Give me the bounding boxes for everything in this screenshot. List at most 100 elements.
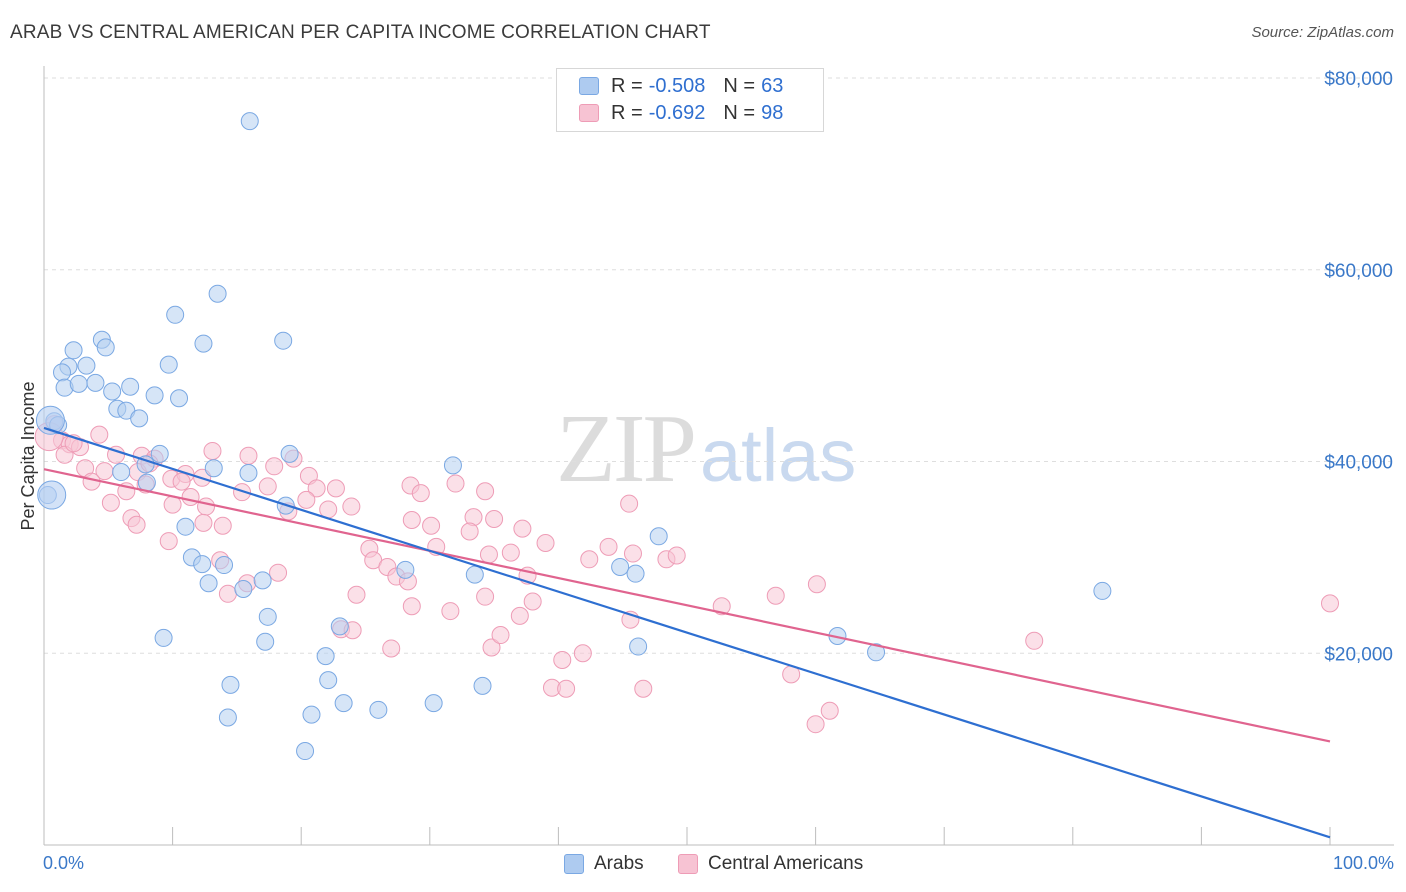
arab-point [77, 356, 96, 375]
central-point [557, 679, 576, 698]
legend-row-central: R = -0.692 N = 98 [579, 101, 783, 125]
central-point [523, 592, 542, 611]
y-axis-label: Per Capita Income [18, 381, 38, 530]
y-tick-label: $20,000 [1324, 644, 1393, 665]
central-swatch [678, 854, 698, 874]
arab-point [150, 444, 169, 463]
n-label: N = [723, 74, 756, 97]
watermark-zip: ZIP [556, 395, 697, 503]
arab-point [154, 628, 173, 647]
central-point [411, 484, 430, 503]
x-tick-label: 0.0% [43, 853, 84, 873]
central-point [213, 516, 232, 535]
watermark: ZIPatlas [556, 398, 856, 498]
stats-legend: R = -0.508 N = 63 R = -0.692 N = 98 [556, 68, 824, 132]
arabs-trend-line [43, 426, 1331, 839]
central-point [620, 494, 639, 513]
n-label: N = [723, 101, 756, 124]
arab-point [302, 705, 321, 724]
arab-point [137, 473, 156, 492]
central-point [233, 483, 252, 502]
central-point [307, 479, 326, 498]
central-americans-points [34, 415, 1339, 734]
arab-point [159, 355, 178, 374]
central-point [172, 472, 191, 491]
arab-point [629, 637, 648, 656]
central-point [1321, 594, 1339, 613]
arab-point [258, 607, 277, 626]
central-point [491, 626, 510, 645]
central-point [194, 513, 213, 532]
n-value: 63 [761, 74, 784, 97]
arab-point [369, 700, 388, 719]
arab-point [867, 643, 886, 662]
central-point [1025, 631, 1044, 650]
central-trend-line [43, 468, 1331, 743]
central-point [479, 545, 498, 564]
r-value: -0.508 [648, 74, 706, 97]
arab-point [611, 557, 630, 576]
arab-point [64, 341, 83, 360]
legend-item-central-americans[interactable]: Central Americans [678, 853, 863, 875]
arab-point [316, 647, 335, 666]
arab-point [96, 338, 115, 357]
r-label: R = [611, 74, 643, 97]
axes [43, 66, 1394, 846]
y-tick-label: $60,000 [1324, 261, 1393, 282]
n-value: 98 [761, 101, 784, 124]
central-point [553, 650, 572, 669]
central-point [446, 474, 465, 493]
central-point [513, 519, 532, 538]
arab-point [319, 671, 338, 690]
source-label: Source: ZipAtlas.com [1251, 24, 1394, 41]
arab-point-large [37, 480, 67, 510]
central-point [536, 533, 555, 552]
arab-point [396, 560, 415, 579]
central-point [159, 532, 178, 551]
central-point [573, 644, 592, 663]
central-point [239, 446, 258, 465]
axis-labels: $20,000 $40,000 $60,000 $80,000 0.0% 100.0% Pe… [18, 69, 1394, 873]
central-point [634, 679, 653, 698]
chart-title: ARAB VS CENTRAL AMERICAN PER CAPITA INCO… [10, 22, 711, 43]
central-point [580, 550, 599, 569]
central-point [326, 479, 345, 498]
arab-point [112, 463, 131, 482]
arab-point [256, 632, 275, 651]
arab-point [221, 675, 240, 694]
central-swatch [579, 104, 599, 122]
central-point [197, 497, 216, 516]
arab-point [253, 571, 272, 590]
arab-point [53, 363, 72, 382]
arab-point [443, 456, 462, 475]
central-point [476, 587, 495, 606]
central-point [667, 546, 686, 565]
arab-point [194, 334, 213, 353]
grid-lines [44, 77, 1394, 654]
central-point [623, 544, 642, 563]
central-point [820, 701, 839, 720]
arab-point [86, 373, 105, 392]
arab-point [296, 742, 315, 761]
legend-label: Arabs [594, 853, 644, 874]
arab-point [145, 386, 164, 405]
arab-point [130, 409, 149, 428]
central-point [485, 510, 504, 529]
r-value: -0.692 [648, 101, 706, 124]
arab-point [166, 305, 185, 324]
arab-point [465, 565, 484, 584]
central-point [382, 639, 401, 658]
legend-item-arabs[interactable]: Arabs [564, 853, 644, 875]
y-tick-label: $80,000 [1324, 69, 1393, 90]
x-tick-label: 100.0% [1333, 853, 1394, 873]
legend-label: Central Americans [708, 853, 864, 874]
arab-point [193, 555, 212, 574]
central-point [510, 606, 529, 625]
arab-point [121, 377, 140, 396]
central-point [342, 497, 361, 516]
central-point [402, 597, 421, 616]
central-point [807, 575, 826, 594]
arab-point [136, 455, 155, 474]
central-point [712, 597, 731, 616]
central-point [297, 490, 316, 509]
